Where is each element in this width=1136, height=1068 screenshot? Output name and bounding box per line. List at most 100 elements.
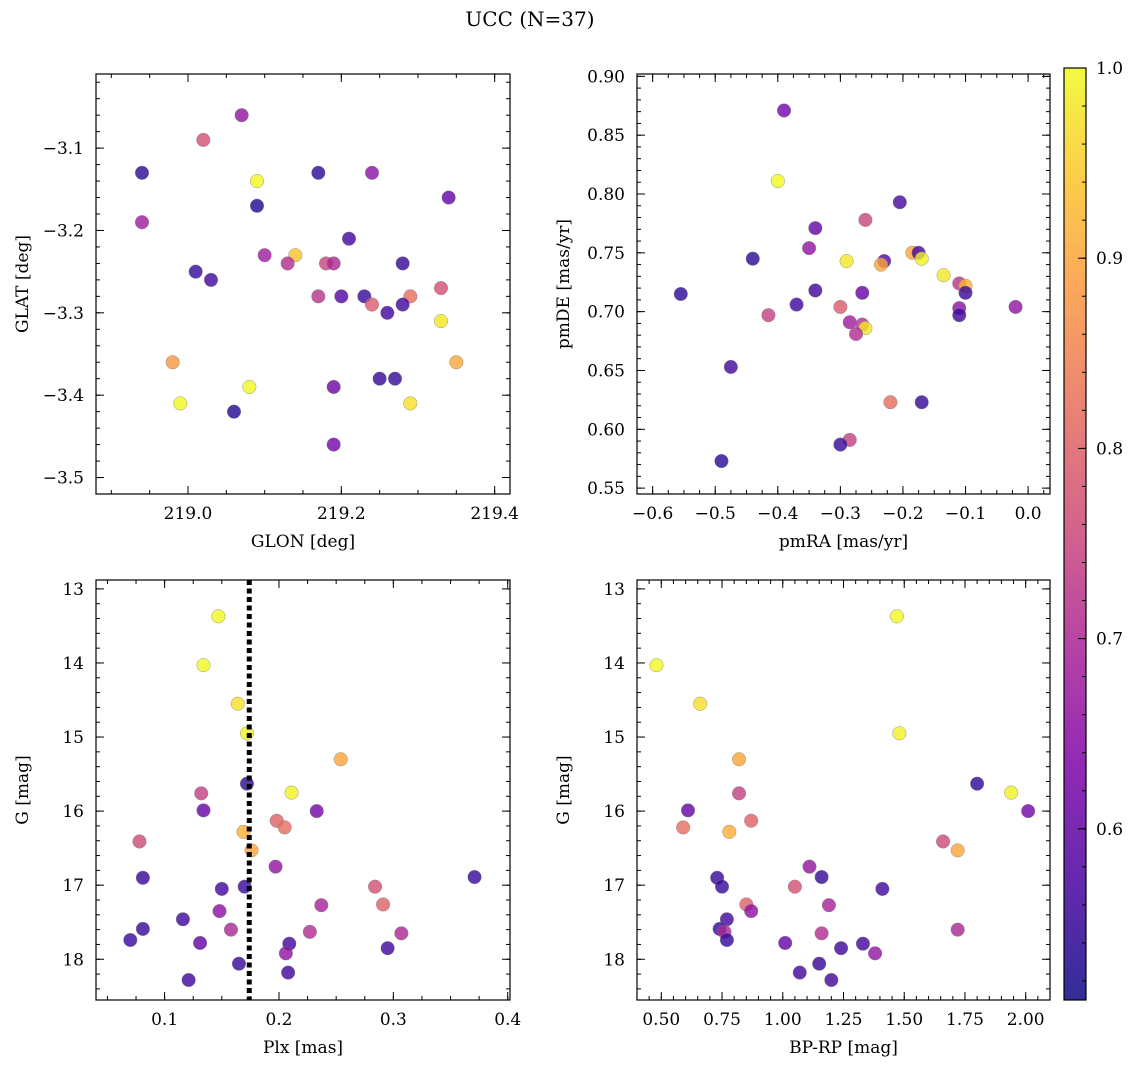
y-axis-label: GLAT [deg] [13,235,33,333]
data-point [778,935,793,950]
y-tick-label: 16 [603,802,625,822]
data-point [715,879,730,894]
data-point [314,898,329,913]
y-tick-label: 17 [62,876,84,896]
x-tick-label: 1.00 [764,1010,802,1030]
data-point [1004,785,1019,800]
data-point [849,327,864,342]
data-point [892,726,907,741]
data-point [936,834,951,849]
data-point [326,437,341,452]
data-point [808,283,823,298]
data-point [302,924,317,939]
x-tick-label: 1.75 [946,1010,984,1030]
colorbar-tick-label: 0.7 [1096,630,1123,650]
y-tick-label: 17 [603,876,625,896]
data-point [165,355,180,370]
data-point [719,933,734,948]
panel-top-left: 219.0 219.2 219.4 −3.1 −3.2 −3.3 −3.4 −3.5 GLON … [13,73,519,552]
figure-title: UCC (N=37) [465,7,594,31]
data-point [135,921,150,936]
data-point [723,359,738,374]
data-point [950,922,965,937]
data-point [372,371,387,386]
data-point [958,285,973,300]
colorbar: 0.6 0.7 0.8 0.9 1.0 [1063,59,1123,1001]
data-point [132,834,147,849]
data-point [892,195,907,210]
data-point [311,289,326,304]
x-tick-label: 0.75 [703,1010,741,1030]
data-point [936,268,951,283]
y-tick-label: 0.90 [587,67,625,87]
data-point [874,257,889,272]
y-axis-label: G [mag] [554,755,574,824]
y-tick-label: −3.1 [43,139,84,159]
data-point [761,308,776,323]
data-point [649,658,664,673]
data-point [833,437,848,452]
data-point [326,256,341,271]
axes-frame [95,73,511,495]
data-point [875,881,890,896]
data-point [732,786,747,801]
panel-bottom-left: 0.1 0.2 0.3 0.4 13 14 15 16 17 18 Plx [mas] G [mag] [13,579,521,1058]
axis-ticks [96,74,510,495]
data-point [855,936,870,951]
data-point [883,395,898,410]
y-tick-label: 0.70 [587,303,625,323]
x-tick-label: 1.25 [825,1010,863,1030]
data-point [334,289,349,304]
x-tick-label: 219.0 [164,504,213,524]
x-tick-label: −0.5 [695,504,736,524]
y-tick-label: 0.65 [587,361,625,381]
data-point [380,305,395,320]
data-point [277,820,292,835]
data-point [970,776,985,791]
y-tick-label: 18 [62,950,84,970]
axes-frame [636,73,1051,495]
data-point [814,926,829,941]
data-point [787,879,802,894]
colorbar-tick-label: 0.8 [1096,439,1123,459]
x-tick-label: −0.3 [820,504,861,524]
data-point [714,454,729,469]
data-point [839,254,854,269]
data-point [802,241,817,256]
axes-frame [636,579,1051,1001]
x-axis-label: Plx [mas] [263,1038,343,1058]
data-point [193,935,208,950]
data-point [181,973,196,988]
data-point [388,371,403,386]
data-point [268,859,283,874]
y-tick-label: 0.85 [587,126,625,146]
data-point [833,299,848,314]
x-tick-label: −0.4 [757,504,798,524]
data-point [789,297,804,312]
data-point [173,396,188,411]
data-point [732,752,747,767]
data-point [203,272,218,287]
data-point [196,658,211,673]
x-tick-label: −0.6 [632,504,673,524]
y-tick-label: −3.4 [43,386,84,406]
y-tick-label: 15 [603,728,625,748]
data-point [403,396,418,411]
data-point [223,922,238,937]
data-point [188,264,203,279]
data-point [231,956,246,971]
data-point [365,297,380,312]
data-point [175,912,190,927]
data-point [134,215,149,230]
data-point [395,256,410,271]
colorbar-tick-label: 0.9 [1096,249,1123,269]
data-point [278,946,293,961]
data-point [792,965,807,980]
y-tick-label: 13 [603,580,625,600]
data-point [284,785,299,800]
x-tick-label: 0.0 [1015,504,1042,524]
data-point [257,248,272,263]
x-tick-label: −0.2 [882,504,923,524]
x-tick-label: 219.4 [470,504,519,524]
data-point [230,696,245,711]
